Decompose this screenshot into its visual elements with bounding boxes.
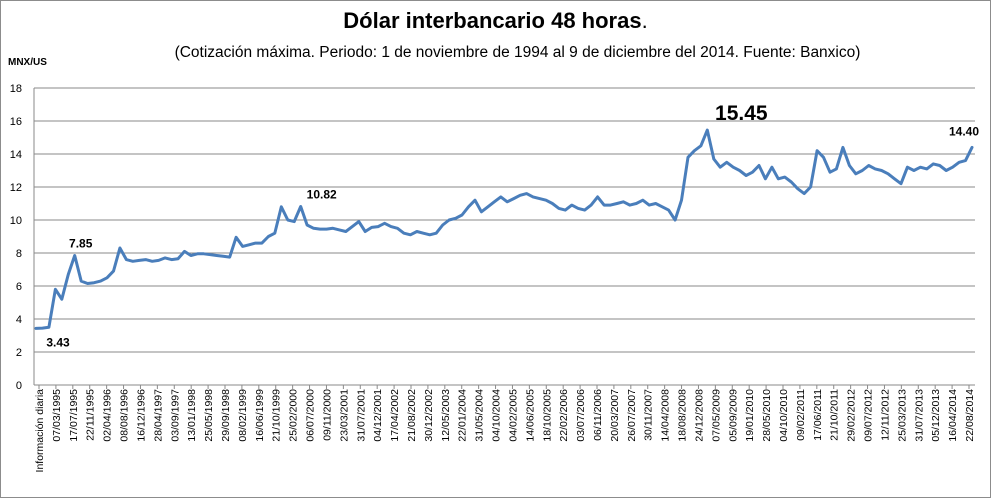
x-tick-label: 06/07/2000 [305, 389, 317, 442]
x-tick-label: 03/09/1997 [169, 389, 181, 442]
x-tick-label: 12/11/2012 [879, 389, 891, 441]
x-tick-label: 22/08/2014 [964, 389, 976, 442]
x-tick-label: 06/11/2006 [592, 389, 604, 441]
series-group [34, 128, 974, 330]
series-line [34, 128, 974, 330]
y-tick-label: 18 [10, 83, 22, 95]
x-tick-label: 30/11/2007 [643, 389, 655, 441]
x-tick-label: 07/05/2009 [710, 389, 722, 442]
grid-lines [34, 87, 975, 353]
y-tick-label: 8 [16, 248, 22, 260]
x-tick-labels: Información diaria 07/03/1995 17/07/1995 22… [34, 389, 976, 473]
x-tick-label: 31/05/2004 [474, 389, 486, 442]
data-label: 7.85 [69, 236, 93, 250]
x-tick-label: 03/07/2006 [575, 389, 587, 442]
x-tick-label: 14/04/2008 [660, 389, 672, 442]
data-label: 14.40 [949, 124, 979, 138]
x-tick-label: 21/10/2011 [829, 389, 841, 441]
x-tick-label: 04/10/2010 [778, 389, 790, 442]
y-tick-label: 0 [16, 380, 22, 392]
x-tick-label: 25/03/2013 [896, 389, 908, 442]
x-tick-label: 24/12/2008 [693, 389, 705, 442]
x-tick-label: 16/04/2014 [947, 389, 959, 442]
y-tick-label: 2 [16, 347, 22, 359]
x-tick-label: 05/09/2009 [727, 389, 739, 442]
x-tick-label: 25/05/1998 [203, 389, 215, 442]
x-tick-label: 16/06/1999 [254, 389, 266, 442]
x-tick-label: 09/07/2012 [863, 389, 875, 442]
x-tick-label: 22/11/1995 [85, 389, 97, 441]
data-label: 15.45 [715, 102, 768, 125]
x-tick-label: 14/06/2005 [524, 389, 536, 442]
x-tick-label: 22/01/2004 [457, 389, 469, 442]
x-tick-label: 08/02/1999 [237, 389, 249, 442]
chart-title: Dólar interbancario 48 horas [343, 8, 642, 33]
y-tick-label: 16 [10, 116, 22, 128]
x-tick-label: 29/09/1998 [220, 389, 232, 442]
x-tick-label: 17/07/1995 [68, 389, 80, 442]
y-tick-label: 4 [16, 314, 22, 326]
x-tick-label: 29/02/2012 [846, 389, 858, 442]
x-tick-label: 22/02/2006 [558, 389, 570, 442]
x-tick-label: 02/04/1996 [102, 389, 114, 442]
chart-subtitle: (Cotización máxima. Periodo: 1 de noviem… [174, 44, 861, 61]
x-tick-label: 18/08/2008 [677, 389, 689, 442]
data-annotations: 3.43 7.85 10.82 15.45 14.40 [46, 102, 979, 349]
x-tick-label: 25/02/2000 [288, 389, 300, 442]
x-tick-label: 12/05/2003 [440, 389, 452, 442]
x-tick-label: 20/03/2007 [609, 389, 621, 442]
x-tick-label: 21/08/2002 [406, 389, 418, 442]
y-tick-label: 14 [10, 149, 22, 161]
axes [33, 88, 975, 389]
x-tick-label: 16/12/1996 [135, 389, 147, 442]
y-tick-label: 12 [10, 182, 22, 194]
x-tick-label: 08/08/1996 [119, 389, 131, 442]
x-tick-label: 31/07/2001 [355, 389, 367, 442]
y-tick-label: 10 [10, 215, 22, 227]
x-tick-label: 28/04/1997 [152, 389, 164, 442]
data-label: 3.43 [46, 335, 70, 349]
x-tick-label: 23/03/2001 [338, 389, 350, 442]
y-tick-label: 6 [16, 281, 22, 293]
x-tick-label: 19/01/2010 [744, 389, 756, 442]
x-tick-label: 17/06/2011 [812, 389, 824, 441]
x-tick-label: 04/10/2004 [491, 389, 503, 442]
x-tick-label: 30/12/2002 [423, 389, 435, 442]
x-tick-label: 13/01/1998 [186, 389, 198, 442]
data-label: 10.82 [307, 187, 337, 201]
x-tick-label: 05/12/2013 [930, 389, 942, 442]
x-tick-label: 17/04/2002 [389, 389, 401, 442]
y-tick-labels: 0 2 4 6 8 10 12 14 16 18 [10, 83, 22, 392]
x-tick-label: 28/05/2010 [761, 389, 773, 442]
y-axis-label: MNX/US [8, 57, 47, 68]
x-tick-label: 07/03/1995 [51, 389, 63, 442]
x-tick-label: 31/07/2013 [913, 389, 925, 442]
x-tick-label: 21/10/1999 [271, 389, 283, 442]
chart-title-suffix: . [641, 8, 648, 33]
x-tick-label: Información diaria [34, 389, 46, 473]
chart-title-line: Dólar interbancario 48 horas. [0, 8, 991, 34]
x-tick-label: 09/02/2011 [795, 389, 807, 441]
x-tick-label: 26/07/2007 [626, 389, 638, 442]
x-tick-label: 04/02/2005 [507, 389, 519, 442]
x-tick-label: 18/10/2005 [541, 389, 553, 442]
x-tick-label: 09/11/2000 [321, 389, 333, 441]
x-tick-label: 04/12/2001 [372, 389, 384, 442]
